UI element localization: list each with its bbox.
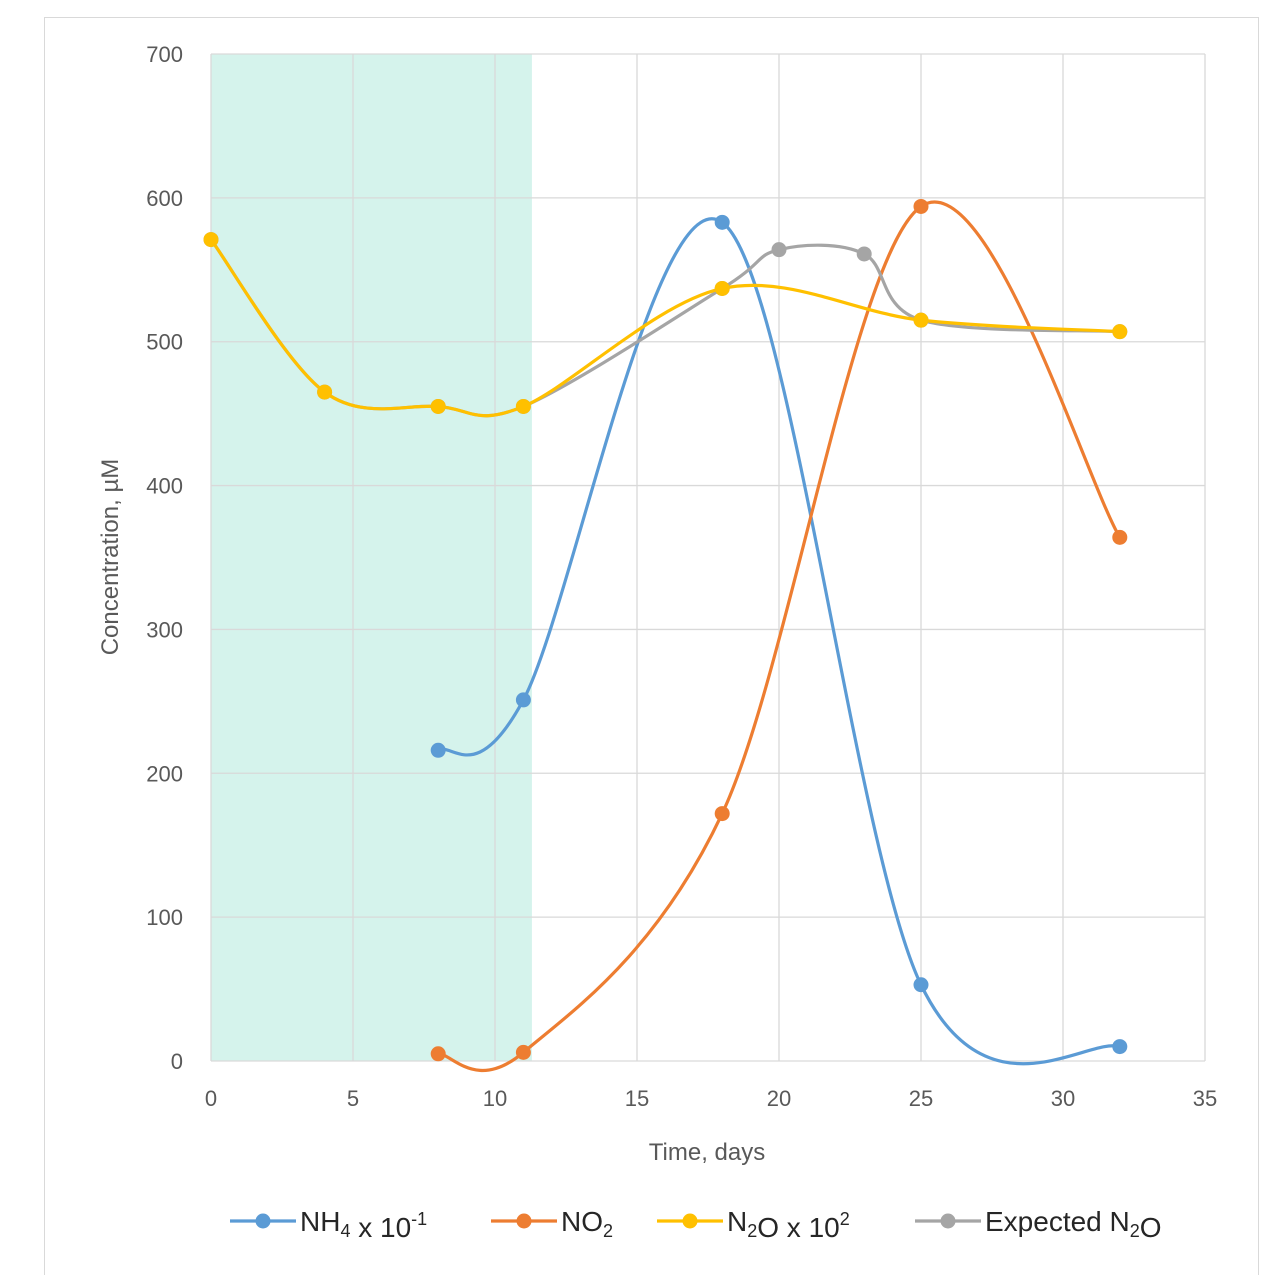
data-point [714,280,730,296]
legend-label: NH4 x 10-1 [300,1206,427,1243]
data-point [203,232,219,248]
legend-label: NO2 [561,1206,613,1241]
y-tick-label: 400 [146,474,183,499]
y-tick-label: 100 [146,905,183,930]
x-tick-label: 35 [1193,1086,1217,1111]
y-tick-label: 300 [146,617,183,642]
x-tick-label: 20 [767,1086,791,1111]
marker-layer [203,198,1128,1062]
data-point [913,198,929,214]
data-point [317,384,333,400]
y-axis-title: Concentration, µM [97,459,124,656]
data-point [771,242,787,258]
data-point [913,977,929,993]
legend-marker [516,1213,532,1229]
data-point [714,806,730,822]
y-tick-label: 700 [146,42,183,67]
x-tick-label: 15 [625,1086,649,1111]
shaded-region [211,54,532,1061]
legend-label: Expected N2O [985,1206,1162,1243]
x-axis-title: Time, days [649,1139,765,1166]
data-point [430,1046,446,1062]
y-tick-label: 500 [146,330,183,355]
data-point [515,692,531,708]
data-point [1112,1039,1128,1055]
data-point [430,742,446,758]
x-tick-label: 0 [205,1086,217,1111]
x-tick-label: 30 [1051,1086,1075,1111]
data-point [1112,529,1128,545]
data-point [714,214,730,230]
y-tick-label: 0 [171,1049,183,1074]
x-tick-label: 10 [483,1086,507,1111]
legend-marker [940,1213,956,1229]
legend: NH4 x 10-1 NO2 N2O x 102 Expected N2O [230,1206,1162,1243]
x-tick-label: 5 [347,1086,359,1111]
grid-layer [210,53,1206,1062]
data-point [1112,324,1128,340]
data-point [913,312,929,328]
data-point [856,246,872,262]
axis-layer: 0 100 200 300 400 500 600 700 0 5 10 15 20 25 30 35 [146,42,1217,1111]
legend-marker [255,1213,271,1229]
legend-label: N2O x 102 [727,1206,850,1243]
y-tick-label: 600 [146,186,183,211]
y-tick-label: 200 [146,761,183,786]
shaded-region-layer [211,54,532,1061]
data-point [430,398,446,414]
data-point [515,398,531,414]
legend-marker [682,1213,698,1229]
data-point [515,1044,531,1060]
chart-frame [44,17,1259,1275]
x-tick-label: 25 [909,1086,933,1111]
